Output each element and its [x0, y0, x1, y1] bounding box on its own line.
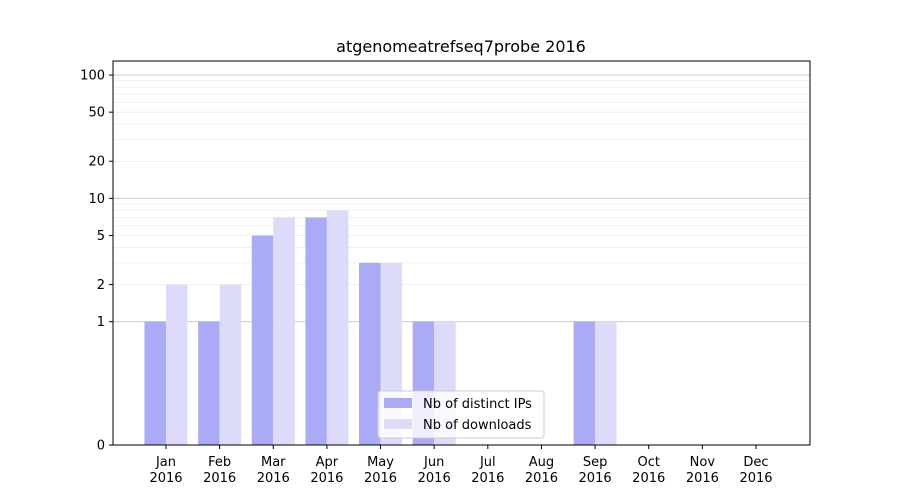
x-tick-year: 2016: [310, 471, 343, 486]
legend-box: [377, 390, 545, 439]
y-tick-label: 1: [97, 315, 105, 330]
legend-swatch: [384, 419, 412, 429]
bar-distinct-ips: [573, 321, 596, 445]
x-tick-month: Aug: [529, 455, 554, 470]
legend: Nb of distinct IPs Nb of downloads: [377, 390, 545, 439]
x-tick-month: Sep: [583, 455, 608, 470]
x-tick-year: 2016: [149, 471, 182, 486]
chart-title: atgenomeatrefseq7probe 2016: [336, 37, 586, 56]
x-tick-year: 2016: [257, 471, 290, 486]
bar-downloads: [595, 321, 617, 445]
x-tick-month: Jan: [155, 455, 176, 470]
x-tick-month: Mar: [261, 455, 286, 470]
y-tick-label: 50: [88, 106, 105, 121]
grid-lines: [113, 74, 810, 323]
legend-swatch: [384, 398, 412, 408]
x-tick-month: Jun: [423, 455, 444, 470]
legend-label: Nb of distinct IPs: [423, 397, 532, 412]
y-tick-label: 100: [80, 69, 105, 84]
y-tick-label: 5: [97, 229, 105, 244]
plot-frame: [112, 60, 811, 446]
bar-distinct-ips: [251, 235, 274, 445]
y-tick-label: 0: [97, 439, 105, 454]
bar-downloads: [326, 210, 349, 445]
x-tick-year: 2016: [632, 471, 665, 486]
bar-distinct-ips: [144, 321, 166, 445]
x-tick-year: 2016: [418, 471, 451, 486]
x-tick-month: Nov: [690, 455, 716, 470]
x-tick-month: Feb: [208, 455, 231, 470]
bar-distinct-ips: [305, 217, 327, 445]
x-axis: Jan2016Feb2016Mar2016Apr2016May2016Jun20…: [149, 445, 773, 486]
y-tick-label: 10: [88, 192, 105, 207]
x-tick-month: Oct: [637, 455, 659, 470]
x-tick-year: 2016: [686, 471, 719, 486]
x-tick-year: 2016: [579, 471, 612, 486]
y-tick-label: 20: [88, 155, 105, 170]
x-tick-month: Dec: [743, 455, 768, 470]
x-tick-year: 2016: [471, 471, 504, 486]
y-axis: 0 1 2 5 10 20 50 100: [80, 69, 113, 454]
x-tick-year: 2016: [525, 471, 558, 486]
bar-downloads: [273, 217, 295, 445]
legend-label: Nb of downloads: [423, 418, 532, 433]
x-tick-year: 2016: [364, 471, 397, 486]
bar-distinct-ips: [359, 262, 381, 445]
x-tick-month: Apr: [316, 455, 339, 470]
bar-downloads: [166, 284, 188, 445]
x-tick-year: 2016: [739, 471, 772, 486]
y-tick-label: 2: [97, 278, 105, 293]
x-tick-year: 2016: [203, 471, 236, 486]
bar-distinct-ips: [198, 321, 220, 445]
x-tick-month: May: [367, 455, 394, 470]
bar-downloads: [219, 284, 242, 445]
x-tick-month: Jul: [479, 455, 496, 470]
